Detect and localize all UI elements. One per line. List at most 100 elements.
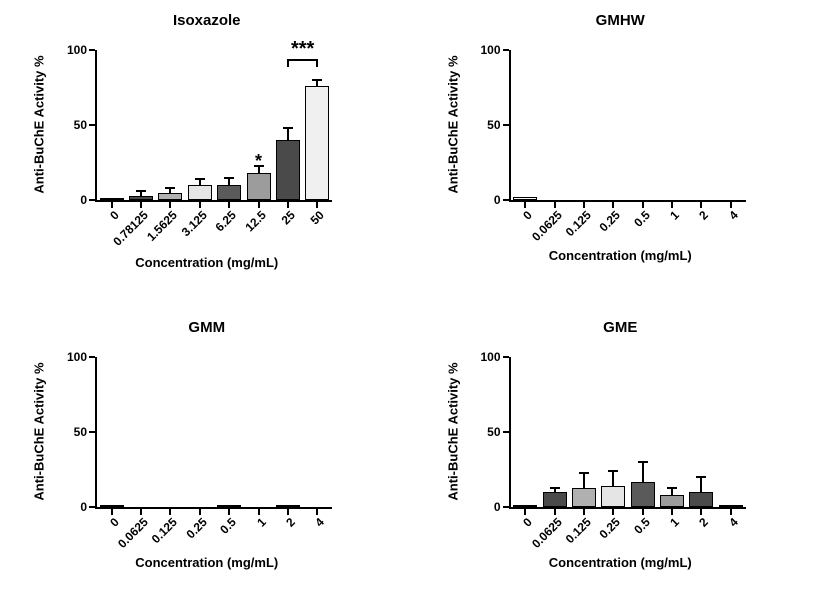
bar	[305, 86, 329, 200]
y-tick	[89, 431, 95, 433]
x-tick-label: 1	[667, 208, 682, 223]
y-tick-label: 50	[487, 118, 500, 132]
x-tick-label: 0	[520, 208, 535, 223]
chart-panel: Isoxazole050100Anti-BuChE Activity %00.7…	[0, 0, 414, 307]
error-cap	[638, 461, 648, 463]
bar	[188, 185, 212, 200]
x-tick-label: 0.25	[597, 515, 623, 541]
x-tick-label: 0.0625	[529, 515, 565, 551]
chart-panel: GMM050100Anti-BuChE Activity %00.06250.1…	[0, 307, 414, 614]
x-tick-label: 6.25	[213, 208, 239, 234]
y-tick-label: 100	[480, 43, 500, 57]
error-cap	[696, 476, 706, 478]
plot-area: 050100Anti-BuChE Activity %00.06250.1250…	[95, 357, 332, 509]
y-tick-label: 0	[494, 193, 501, 207]
y-tick-label: 0	[494, 500, 501, 514]
bar	[513, 505, 537, 507]
x-tick-label: 0.0625	[115, 515, 151, 551]
error-cap	[312, 79, 322, 81]
x-tick-label: 4	[726, 515, 741, 530]
error-cap	[283, 127, 293, 129]
bar	[100, 505, 124, 507]
significance-bracket	[316, 59, 318, 67]
error-cap	[550, 487, 560, 489]
bar	[719, 505, 743, 507]
x-tick-label: 0	[107, 515, 122, 530]
x-tick-label: 0.125	[149, 515, 180, 546]
bar	[247, 173, 271, 200]
y-tick-label: 100	[67, 350, 87, 364]
error-bar	[287, 128, 289, 140]
y-tick	[503, 49, 509, 51]
error-cap	[608, 470, 618, 472]
bar	[276, 505, 300, 507]
bar	[631, 482, 655, 508]
x-tick-label: 2	[697, 208, 712, 223]
x-tick-label: 12.5	[242, 208, 268, 234]
error-cap	[136, 190, 146, 192]
y-tick	[89, 124, 95, 126]
y-tick-label: 0	[80, 500, 87, 514]
significance-marker: ***	[283, 39, 323, 59]
x-tick-label: 0.5	[631, 208, 653, 230]
error-bar	[700, 477, 702, 492]
x-tick-label: 50	[308, 208, 327, 227]
y-axis-label: Anti-BuChE Activity %	[445, 45, 460, 205]
y-tick	[89, 49, 95, 51]
error-bar	[583, 473, 585, 488]
error-bar	[228, 178, 230, 186]
x-tick-label: 0	[107, 208, 122, 223]
x-tick-label: 2	[697, 515, 712, 530]
y-tick-label: 0	[80, 193, 87, 207]
error-bar	[612, 471, 614, 486]
x-tick-label: 1	[667, 515, 682, 530]
x-tick-label: 0	[520, 515, 535, 530]
x-tick-label: 25	[278, 208, 297, 227]
x-axis-label: Concentration (mg/mL)	[0, 255, 414, 270]
bar	[572, 488, 596, 508]
x-tick-label: 0.25	[597, 208, 623, 234]
significance-bracket	[287, 59, 289, 67]
y-tick	[503, 199, 509, 201]
x-tick-label: 3.125	[179, 208, 210, 239]
chart-title: GME	[414, 319, 827, 336]
y-tick	[503, 431, 509, 433]
error-cap	[224, 177, 234, 179]
y-tick	[503, 506, 509, 508]
x-tick-label: 0.5	[631, 515, 653, 537]
bar	[217, 185, 241, 200]
bar	[217, 505, 241, 507]
chart-panel: GME 050100Anti-BuChE Activity %00.06250.1…	[414, 307, 827, 614]
x-tick-label: 4	[726, 208, 741, 223]
chart-panel: GMHW 050100Anti-BuChE Activity %00.06250.…	[414, 0, 827, 307]
bar	[158, 193, 182, 201]
y-tick	[89, 356, 95, 358]
x-tick-label: 0.5	[217, 515, 239, 537]
x-axis-label: Concentration (mg/mL)	[414, 248, 827, 263]
error-cap	[579, 472, 589, 474]
plot-area: 050100Anti-BuChE Activity %00.06250.1250…	[509, 50, 746, 202]
x-tick-label: 1	[254, 515, 269, 530]
y-tick	[89, 199, 95, 201]
x-tick-label: 0.125	[563, 515, 594, 546]
plot-area: 050100Anti-BuChE Activity %00.06250.1250…	[509, 357, 746, 509]
y-axis-label: Anti-BuChE Activity %	[32, 45, 47, 205]
x-axis-label: Concentration (mg/mL)	[0, 555, 414, 570]
bar	[543, 492, 567, 507]
chart-title: GMM	[0, 319, 414, 336]
chart-title: GMHW	[414, 12, 827, 29]
x-axis-label: Concentration (mg/mL)	[414, 555, 827, 570]
bar	[129, 196, 153, 201]
y-tick-label: 50	[74, 425, 87, 439]
x-tick-label: 1.5625	[144, 208, 180, 244]
y-axis-label: Anti-BuChE Activity %	[32, 352, 47, 512]
plot-area: 050100Anti-BuChE Activity %00.781251.562…	[95, 50, 332, 202]
y-tick-label: 100	[67, 43, 87, 57]
y-tick-label: 100	[480, 350, 500, 364]
y-tick-label: 50	[74, 118, 87, 132]
y-axis-label: Anti-BuChE Activity %	[445, 352, 460, 512]
y-tick	[503, 356, 509, 358]
significance-marker: *	[249, 152, 269, 170]
bar	[100, 198, 124, 200]
x-tick-label: 0.25	[183, 515, 209, 541]
